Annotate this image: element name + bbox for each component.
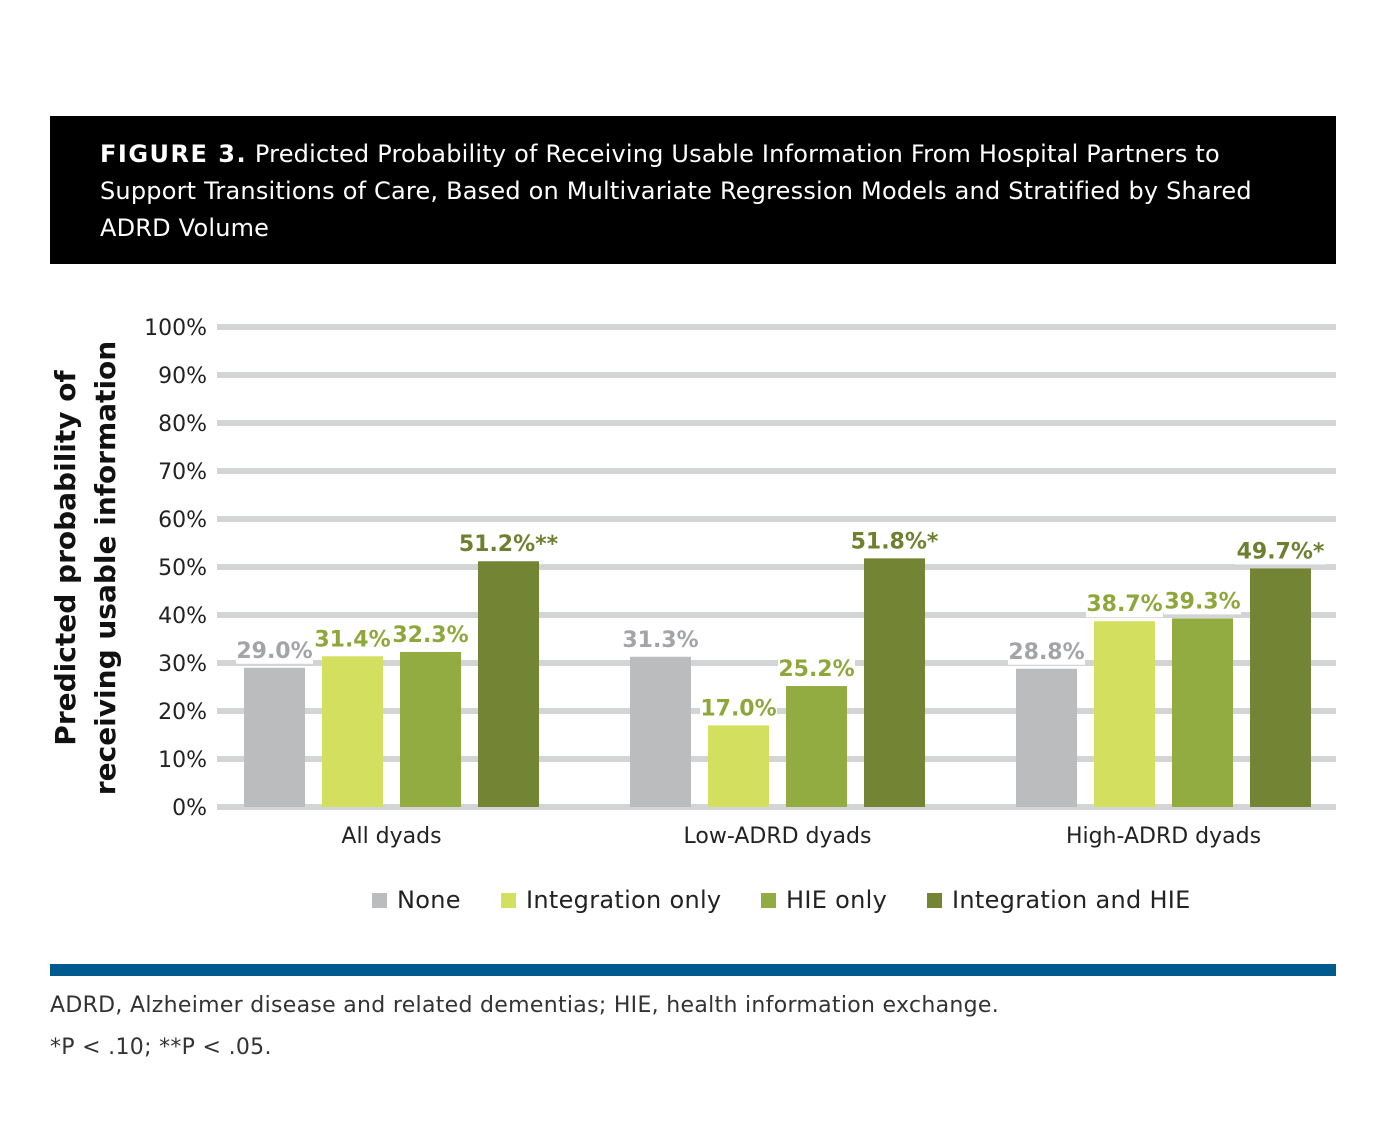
figure-title: FIGURE 3. Predicted Probability of Recei… (100, 136, 1286, 247)
bar (400, 651, 461, 807)
footer-rule (50, 964, 1336, 976)
bar-value-label: 17.0% (700, 696, 776, 721)
bar-value-label: 51.8%* (851, 529, 939, 554)
x-tick-label: High-ADRD dyads (1066, 824, 1261, 849)
y-tick-label: 80% (158, 412, 207, 437)
bar-value-label: 39.3% (1164, 589, 1240, 614)
y-tick-label: 40% (158, 604, 207, 629)
bar (1094, 621, 1155, 807)
bar-value-label: 51.2%** (459, 532, 559, 557)
y-axis-ticks: 0% 10% 20% 30% 40% 50% 60% 70% 80% 90% 100% (144, 316, 207, 821)
y-tick-label: 70% (158, 460, 207, 485)
legend-label-integration-only: Integration only (526, 886, 722, 914)
footnote-abbreviations: ADRD, Alzheimer disease and related deme… (50, 993, 999, 1018)
legend-swatch-none (372, 892, 387, 908)
bar-value-label: 31.4% (314, 627, 390, 652)
y-tick-label: 20% (158, 700, 207, 725)
legend: None Integration only HIE only Integrati… (0, 880, 1386, 920)
bar-value-label: 25.2% (778, 657, 854, 682)
bar (478, 561, 539, 807)
legend-label-integration-and-hie: Integration and HIE (952, 886, 1191, 914)
legend-item-none: None (372, 880, 461, 920)
bar-labels: 29.0% 31.4% 32.3% 51.2%** 31.3% 17.0%25.2% 51.… (236, 526, 1327, 722)
bar-label-bg (392, 619, 469, 648)
legend-label-none: None (397, 886, 461, 914)
bar-label-bg (1008, 636, 1085, 665)
bar (864, 558, 925, 807)
gridline (217, 564, 1336, 570)
gridline (217, 756, 1336, 762)
bar-label-bg (1086, 589, 1163, 618)
bar-label-bg (778, 654, 855, 683)
bar-value-label: 31.3% (622, 628, 698, 653)
bars (244, 558, 1311, 807)
bar-value-label: 29.0% (236, 639, 312, 664)
y-tick-label: 90% (158, 364, 207, 389)
gridline (217, 660, 1336, 666)
gridline (217, 372, 1336, 378)
bar (322, 656, 383, 807)
bar (244, 667, 305, 807)
bar-label-bg (236, 635, 313, 664)
legend-item-integration-only: Integration only (501, 880, 721, 920)
y-tick-label: 10% (158, 748, 207, 773)
y-tick-label: 0% (172, 796, 207, 821)
gridline (217, 468, 1336, 474)
footnote-significance: *P < .10; **P < .05. (50, 1035, 272, 1060)
bar-value-label: 38.7% (1086, 592, 1162, 617)
legend-item-hie-only: HIE only (761, 880, 887, 920)
bar (1172, 618, 1233, 807)
x-tick-label: Low-ADRD dyads (684, 824, 872, 849)
bar-chart: 0%10%20%30%40%50%60%70%80%90%100% 29.0% 3… (49, 316, 1336, 849)
gridline (217, 516, 1336, 522)
legend-swatch-hie-only (761, 892, 776, 908)
y-axis-label-line1: Predicted probability of (49, 369, 82, 745)
y-tick-label: 50% (158, 556, 207, 581)
bar (630, 656, 691, 807)
bar-label-bg (848, 526, 941, 555)
bar-value-label: 49.7%* (1237, 539, 1325, 564)
bar-label-bg (1234, 536, 1327, 565)
legend-swatch-integration-and-hie (927, 892, 942, 908)
bar-label-bg (622, 624, 699, 653)
x-axis-categories: All dyads Low-ADRD dyads High-ADRD dyads (341, 824, 1261, 849)
y-tick-label: 30% (158, 652, 207, 677)
figure-label: FIGURE 3. (100, 140, 248, 168)
bar (786, 686, 847, 807)
bar-label-bg (455, 529, 562, 558)
bar-label-bg (314, 624, 391, 653)
legend-label-hie-only: HIE only (786, 886, 888, 914)
bar-label-bg (1164, 586, 1241, 615)
bar-label-bg (700, 693, 777, 722)
y-axis-label-line2: receiving usable information (89, 341, 122, 795)
gridlines (217, 324, 1336, 810)
legend-item-integration-and-hie: Integration and HIE (927, 880, 1191, 920)
gridline (217, 420, 1336, 426)
bar-value-label: 32.3% (392, 623, 468, 648)
bar (1250, 568, 1311, 807)
figure-title-box: FIGURE 3. Predicted Probability of Recei… (50, 116, 1336, 264)
legend-swatch-integration-only (501, 892, 516, 908)
bar-value-label: 28.8% (1008, 640, 1084, 665)
x-tick-label: All dyads (341, 824, 441, 849)
y-tick-label: 60% (158, 508, 207, 533)
gridline (217, 804, 1336, 810)
gridline (217, 612, 1336, 618)
y-tick-label: 100% (144, 316, 207, 341)
bar (708, 725, 769, 807)
gridline (217, 324, 1336, 330)
bar (1016, 668, 1077, 807)
figure-title-text: Predicted Probability of Receiving Usabl… (100, 140, 1252, 242)
